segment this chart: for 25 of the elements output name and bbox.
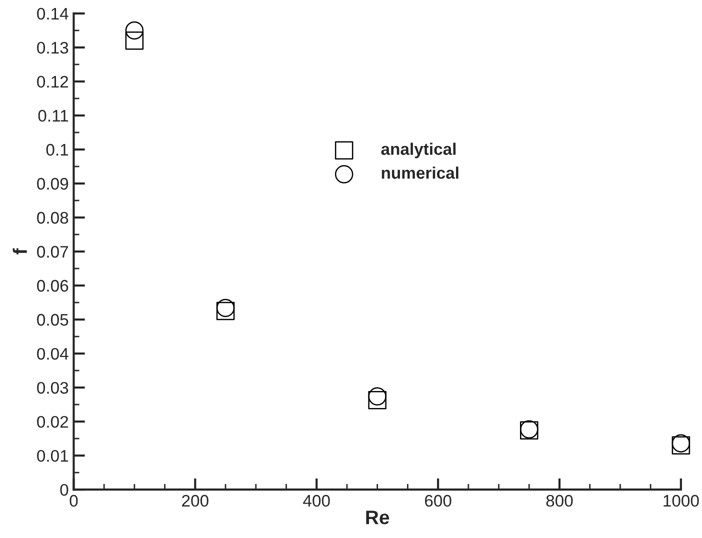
x-tick-label: 400 [303,494,330,507]
y-tick-label: 0.11 [38,110,68,122]
y-tick-label: 0.12 [37,76,68,88]
y-tick-label: 0.1 [46,144,68,156]
x-axis-title: Re [366,510,390,524]
y-axis-title: f [12,248,27,254]
x-tick-label: 600 [424,494,452,507]
y-tick-label: 0.05 [37,314,68,326]
y-tick-label: 0 [60,484,68,496]
y-tick-label: 0.02 [37,416,68,428]
y-tick-label: 0.14 [37,8,68,20]
legend-label: analytical [381,142,456,158]
x-tick-label: 0 [70,494,78,507]
y-tick-label: 0.04 [37,348,68,360]
x-tick-label: 200 [182,494,208,507]
y-tick-label: 0.07 [37,246,68,258]
y-tick-label: 0.09 [37,178,68,190]
y-tick-label: 0.08 [37,212,68,224]
x-tick-label: 800 [546,494,573,507]
y-tick-label: 0.01 [37,450,68,462]
legend-label: numerical [382,166,458,179]
y-tick-label: 0.03 [37,382,68,394]
x-tick-label: 1000 [664,494,699,507]
y-tick-label: 0.13 [37,42,68,54]
y-tick-label: 0.06 [37,280,68,292]
